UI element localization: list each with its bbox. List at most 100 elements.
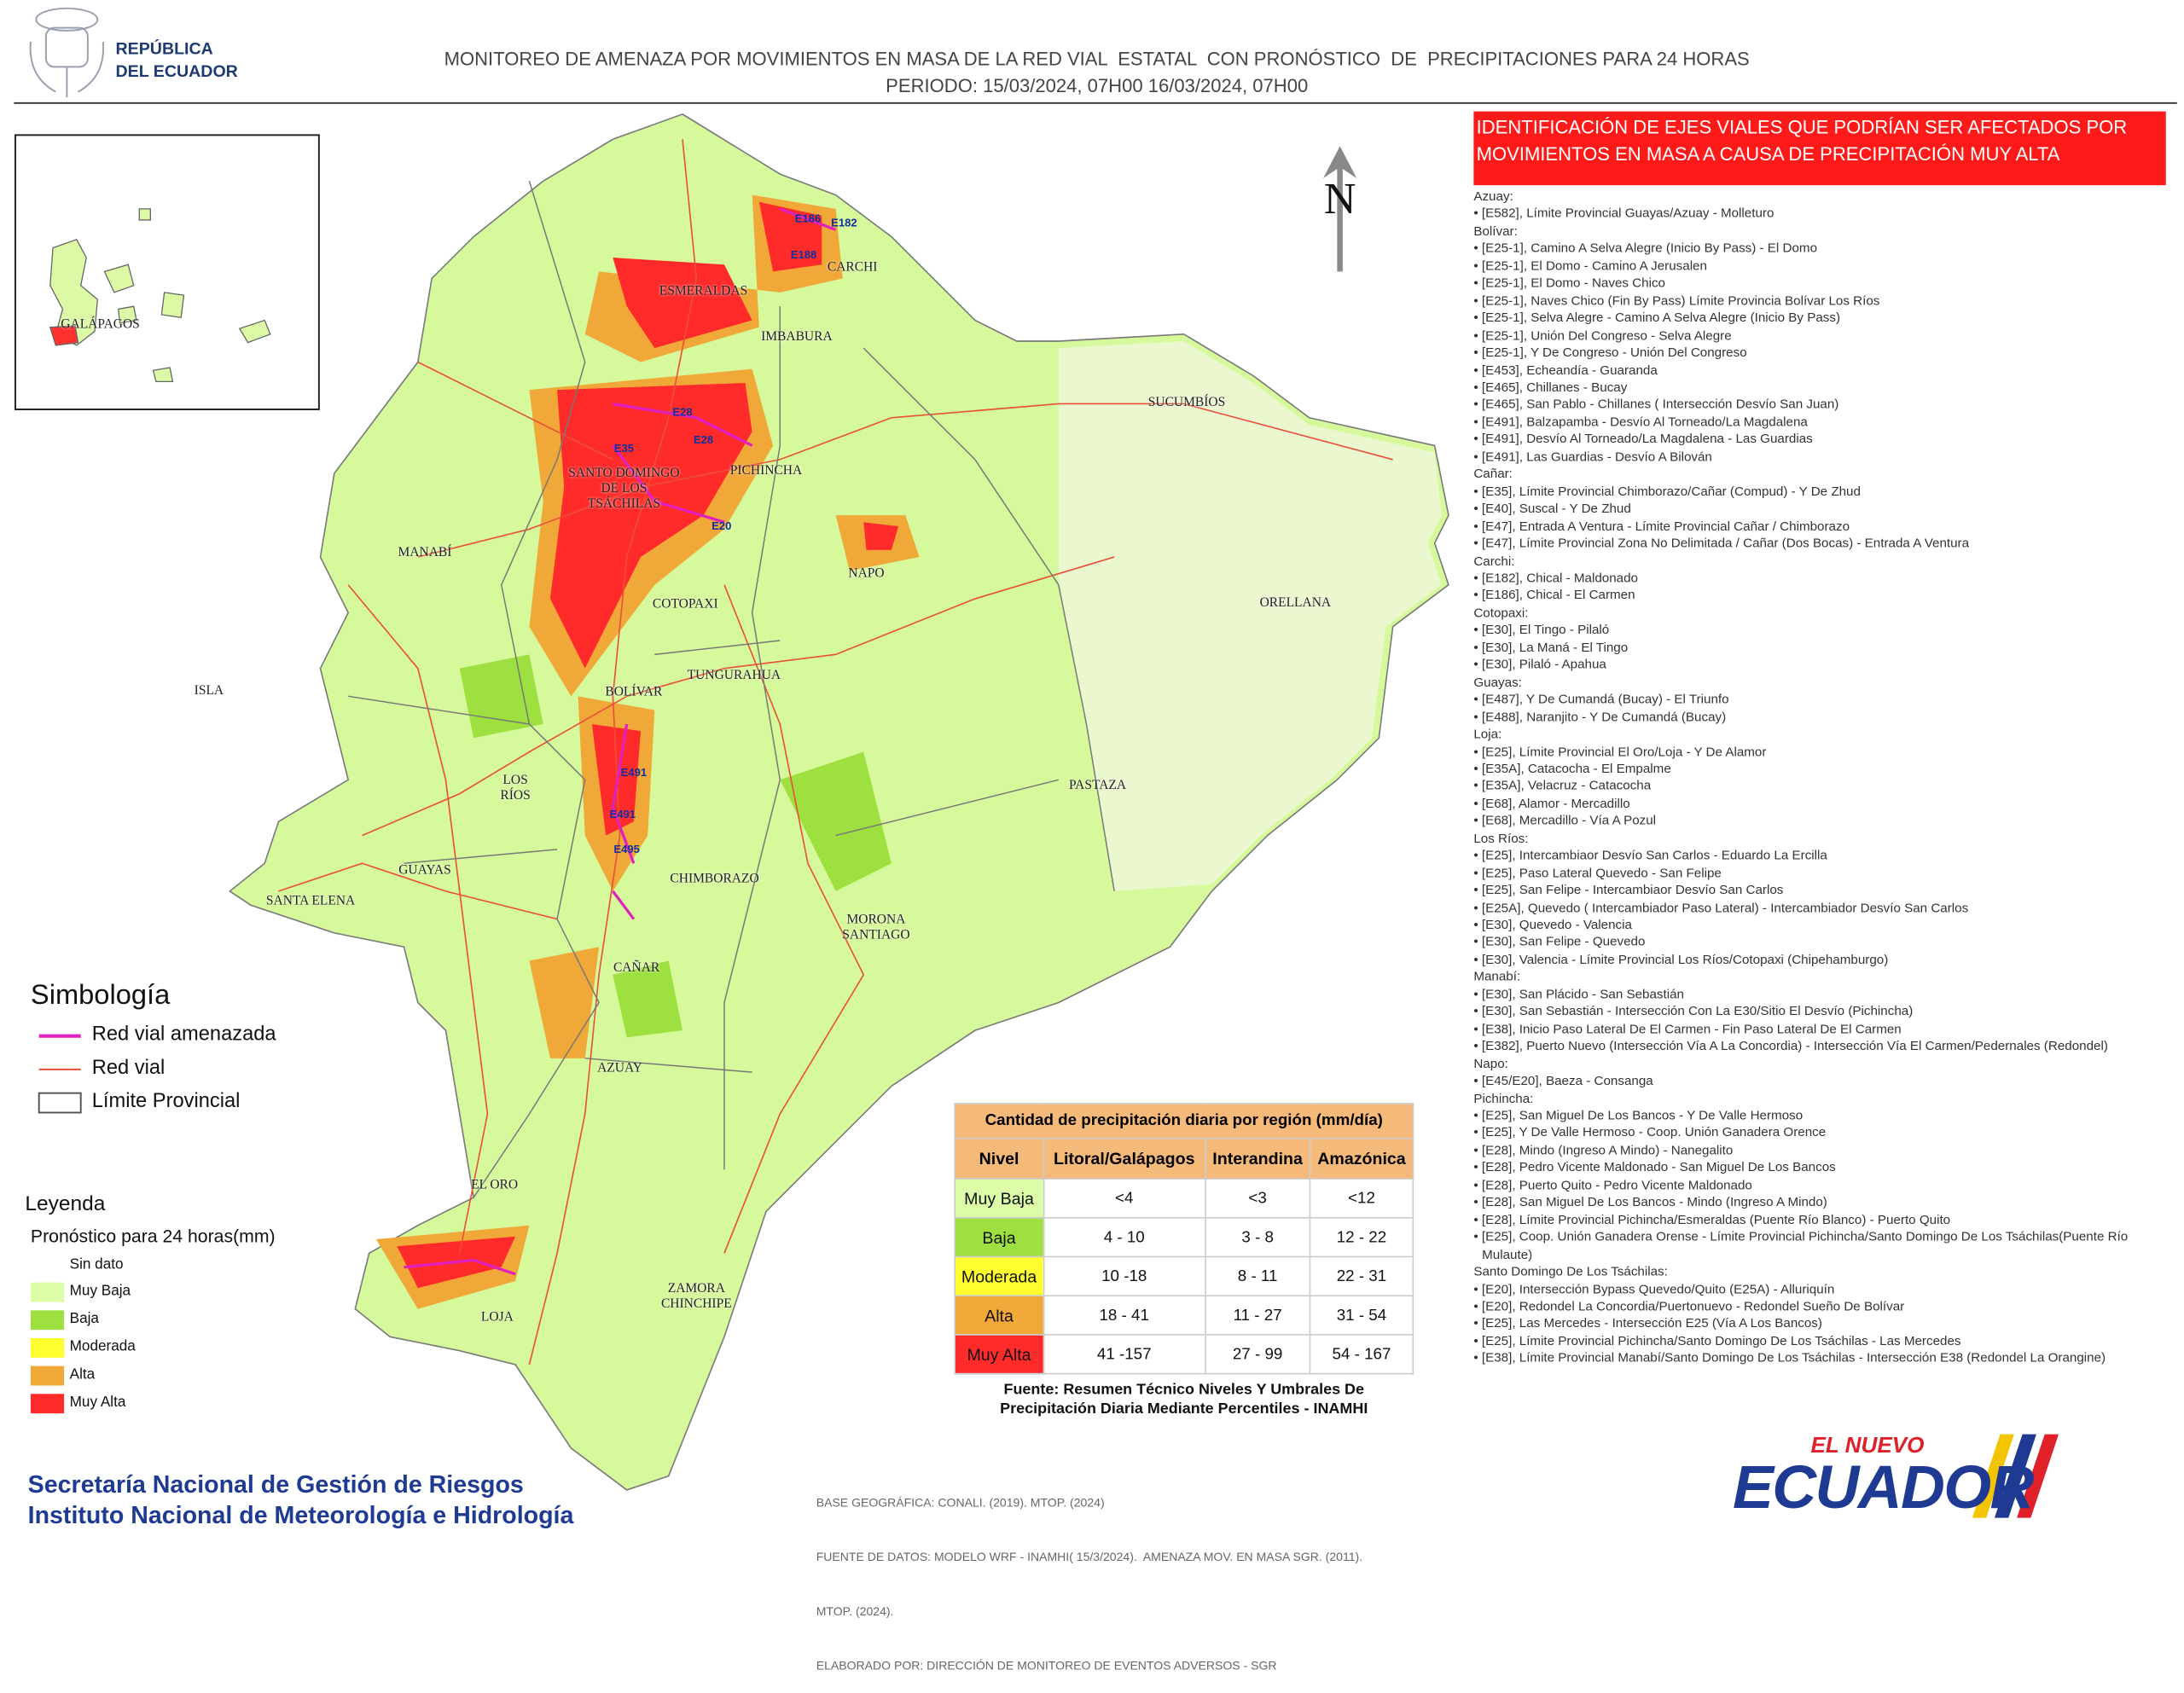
value-cell: 3 - 8 <box>1204 1216 1311 1258</box>
panel-title-line: MOVIMIENTOS EN MASA A CAUSA DE PRECIPITA… <box>1476 143 2060 165</box>
province-label: GUAYAS <box>398 864 451 878</box>
road-item: [E28], Pedro Vicente Maldonado - San Mig… <box>1473 1159 2169 1176</box>
road-item: [E25-1], Naves Chico (Fin By Pass) Límit… <box>1473 292 2169 309</box>
province-label: ZAMORA CHINCHIPE <box>660 1282 732 1312</box>
region-header: Guayas: <box>1473 675 1522 689</box>
amazon-lowland <box>1058 340 1442 891</box>
road-item: [E25], Y De Valle Hermoso - Coop. Unión … <box>1473 1124 2169 1141</box>
region-header: Azuay: <box>1473 189 1513 204</box>
road-item: [E491], Balzapamba - Desvío Al Torneado/… <box>1473 414 2169 431</box>
value-cell: 4 - 10 <box>1043 1216 1206 1258</box>
value-cell: <3 <box>1204 1178 1311 1219</box>
map-period: PERIODO: 15/03/2024, 07H00 16/03/2024, 0… <box>886 75 1309 96</box>
north-label: N <box>1324 174 1356 223</box>
region-header: Pichincha: <box>1473 1091 1534 1105</box>
credit-line: FUENTE DE DATOS: MODELO WRF - INAMHI( 15… <box>816 1550 1363 1564</box>
road-label: E28 <box>693 433 714 447</box>
brand-top: EL NUEVO <box>1810 1434 1925 1458</box>
legend-swatch <box>30 1365 65 1386</box>
level-cell: Baja <box>954 1216 1044 1258</box>
region-header: Cotopaxi: <box>1473 605 1529 620</box>
legend-swatch <box>30 1337 65 1358</box>
province-boundaries <box>348 181 1115 1198</box>
table-source: Fuente: Resumen Técnico Niveles Y Umbral… <box>954 1380 1414 1419</box>
map-title: MONITOREO DE AMENAZA POR MOVIMIENTOS EN … <box>444 49 1750 70</box>
class-label: Baja <box>69 1310 99 1327</box>
table-header: Interandina <box>1204 1137 1311 1180</box>
road-item: [E47], Entrada A Ventura - Límite Provin… <box>1473 518 2169 535</box>
road-item: [E25-1], El Domo - Naves Chico <box>1473 275 2169 292</box>
road-item: [E465], San Pablo - Chillanes ( Intersec… <box>1473 396 2169 413</box>
simbologia-label: Red vial amenazada <box>91 1023 276 1047</box>
class-label: Muy Alta <box>69 1394 126 1411</box>
credit-line: ELABORADO POR: DIRECCIÓN DE MONITOREO DE… <box>816 1658 1277 1673</box>
province-label: SANTO DOMINGO DE LOS TSÁCHILAS <box>568 467 680 512</box>
province-label: LOS RÍOS <box>500 774 531 804</box>
threatened-roads <box>404 207 837 1276</box>
panel-title: IDENTIFICACIÓN DE EJES VIALES QUE PODRÍA… <box>1477 114 2128 167</box>
road-item: [E30], San Felipe - Quevedo <box>1473 934 2169 951</box>
province-label: CAÑAR <box>613 961 660 976</box>
road-label: E35 <box>613 442 635 455</box>
road-item: [E25], Intercambiaor Desvío San Carlos -… <box>1473 847 2169 864</box>
road-item: [E28], Límite Provincial Pichincha/Esmer… <box>1473 1211 2169 1228</box>
road-item: [E453], Echeandía - Guaranda <box>1473 362 2169 379</box>
leyenda-subtitle: Pronóstico para 24 horas(mm) <box>30 1225 276 1247</box>
road-item: [E20], Redondel La Concordia/Puertonuevo… <box>1473 1298 2169 1315</box>
legend-marks <box>30 1034 82 1414</box>
class-label: Muy Baja <box>69 1282 131 1300</box>
road-label: E491 <box>620 766 648 780</box>
legend-swatch <box>30 1310 65 1331</box>
province-label: NAPO <box>848 567 885 582</box>
table-header: Litoral/Galápagos <box>1043 1137 1206 1180</box>
road-item: [E491], Las Guardias - Desvío A Bilován <box>1473 448 2169 465</box>
panel-list: Azuay: [E582], Límite Provincial Guayas/A… <box>1473 188 2169 1367</box>
leyenda-title: Leyenda <box>25 1191 106 1216</box>
table-row: Baja 4 - 10 3 - 8 12 - 22 <box>954 1216 1414 1258</box>
legend-swatch <box>30 1282 65 1302</box>
province-label: EL ORO <box>471 1179 519 1193</box>
org-block: Secretaría Nacional de Gestión de Riesgo… <box>28 1469 574 1530</box>
road-item: [E28], Mindo (Ingreso A Mindo) - Nanegal… <box>1473 1142 2169 1159</box>
road-item: [E491], Desvío Al Torneado/La Magdalena … <box>1473 431 2169 448</box>
road-label: E495 <box>613 843 640 856</box>
road-item: [E35A], Velacruz - Catacocha <box>1473 778 2169 795</box>
province-label: SUCUMBÍOS <box>1147 396 1226 410</box>
province-label: PASTAZA <box>1068 779 1127 793</box>
credit-line: BASE GEOGRÁFICA: CONALI. (2019). MTOP. (… <box>816 1495 1105 1510</box>
road-item: [E38], Inicio Paso Lateral De El Carmen … <box>1473 1020 2169 1037</box>
province-label: GALÁPAGOS <box>61 318 140 333</box>
simbologia-label: Límite Provincial <box>91 1090 241 1113</box>
road-item: [E25], Paso Lateral Quevedo - San Felipe <box>1473 864 2169 881</box>
logo <box>29 7 105 98</box>
table-source-line: Fuente: Resumen Técnico Niveles Y Umbral… <box>1003 1381 1365 1399</box>
region-header: Carchi: <box>1473 554 1515 568</box>
road-item: [E30], El Tingo - Pilaló <box>1473 622 2169 639</box>
road-item: [E186], Chical - El Carmen <box>1473 587 2169 604</box>
table-row: Muy Baja <4 <3 <12 <box>954 1178 1414 1219</box>
table-row: Alta 18 - 41 11 - 27 31 - 54 <box>954 1295 1414 1336</box>
table-header: Nivel <box>954 1137 1044 1180</box>
region-header: Cañar: <box>1473 467 1513 481</box>
province-label: IMBABURA <box>761 330 833 345</box>
region-header: Bolívar: <box>1473 223 1518 239</box>
table-header-row: Nivel Litoral/Galápagos Interandina Amazóni… <box>954 1137 1414 1180</box>
province-label: CHIMBORAZO <box>670 872 759 887</box>
province-label: TUNGURAHUA <box>687 669 781 683</box>
org-line: Secretaría Nacional de Gestión de Riesgo… <box>27 1470 524 1499</box>
table-row: Muy Alta 41 -157 27 - 99 54 - 167 <box>954 1334 1414 1375</box>
road-item: [E30], Pilaló - Apahua <box>1473 656 2169 673</box>
road-item: [E35A], Catacocha - El Empalme <box>1473 760 2169 777</box>
road-item: [E68], Mercadillo - Vía A Pozul <box>1473 812 2169 829</box>
stage: N REPÚBLICA DEL ECUADOR MONITOREO DE AME… <box>0 0 2184 1545</box>
province-label: ORELLANA <box>1259 596 1332 611</box>
province-label: COTOPAXI <box>652 598 718 612</box>
logo-line1: REPÚBLICA <box>115 38 213 59</box>
legend-swatch <box>30 1394 65 1414</box>
brand-main: ECUADOR <box>1733 1453 2034 1522</box>
value-cell: 18 - 41 <box>1043 1295 1206 1336</box>
level-cell: Muy Alta <box>954 1334 1044 1375</box>
road-item: [E487], Y De Cumandá (Bucay) - El Triunf… <box>1473 691 2169 708</box>
region-header: Santo Domingo De Los Tsáchilas: <box>1473 1264 1668 1278</box>
road-item: [E25], Límite Provincial Pichincha/Santo… <box>1473 1332 2169 1349</box>
